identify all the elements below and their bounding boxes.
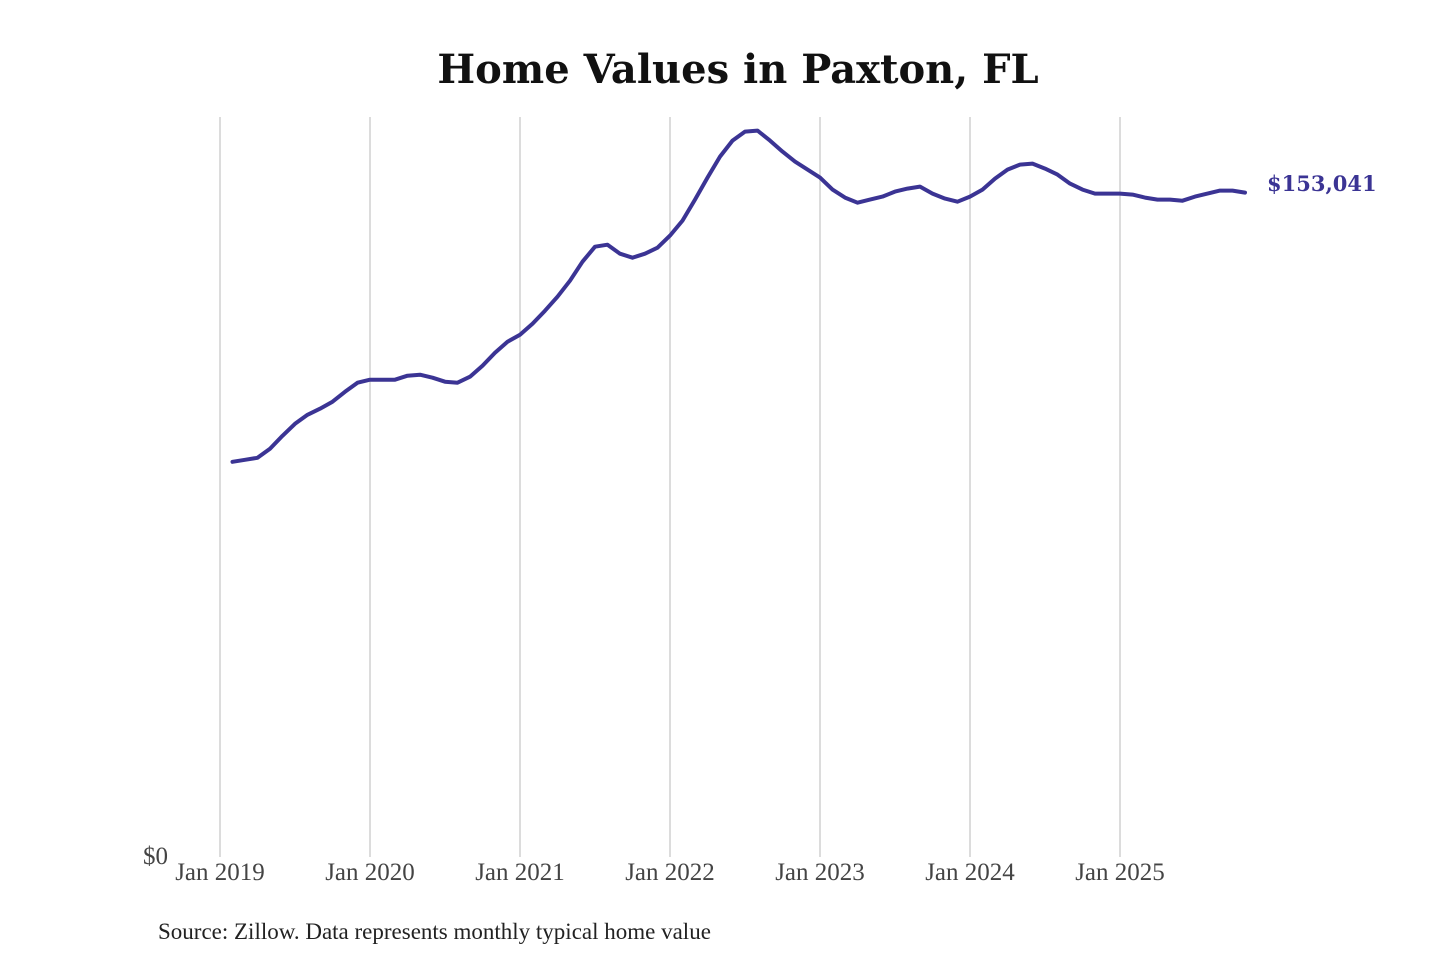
x-tick-label: Jan 2019 [175,859,265,886]
x-tick-label: Jan 2024 [925,859,1015,886]
x-axis: Jan 2019 Jan 2020 Jan 2021 Jan 2022 Jan 2023… [175,859,1165,886]
y-tick-label: $0 [143,843,168,870]
x-tick-label: Jan 2020 [325,859,415,886]
series-line [230,128,1247,464]
x-tick-label: Jan 2021 [475,859,565,886]
chart-title: Home Values in Paxton, FL [437,46,1038,93]
source-note: Source: Zillow. Data represents monthly … [158,919,711,944]
x-tick-label: Jan 2022 [625,859,715,886]
x-tick-label: Jan 2025 [1075,859,1165,886]
end-value-label: $153,041 [1267,171,1377,196]
gridlines [219,117,1121,857]
x-tick-label: Jan 2023 [775,859,865,886]
